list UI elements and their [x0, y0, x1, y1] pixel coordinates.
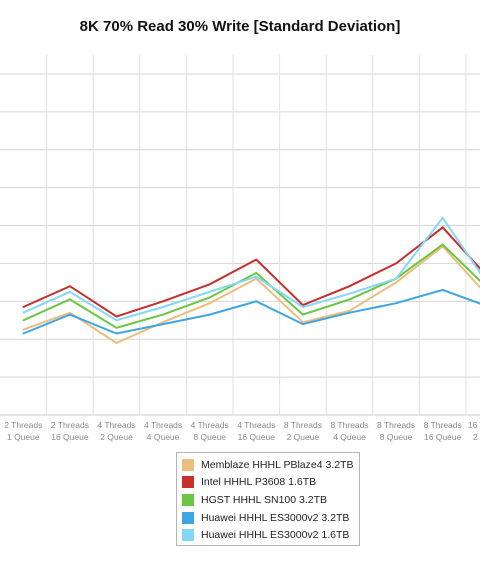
data-point-s3-3 — [115, 327, 118, 329]
x-tick-label-4: 4 Threads 4 Queue — [144, 420, 182, 442]
legend-item-5[interactable]: Huawei HHHL ES3000v2 1.6TB — [182, 526, 359, 544]
legend-label-3: HGST HHHL SN100 3.2TB — [201, 493, 328, 506]
data-point-s1-8 — [348, 309, 351, 312]
data-point-s3-6 — [255, 272, 258, 274]
legend-item-2[interactable]: Intel HHHL P3608 1.6TB — [182, 474, 359, 492]
data-point-s4-2 — [69, 313, 71, 316]
data-point-s5-2 — [69, 291, 71, 293]
data-point-s2-5 — [208, 283, 211, 286]
data-point-s4-9 — [395, 302, 397, 305]
data-point-s2-4 — [162, 300, 164, 303]
x-tick-labels: 2 Threads 1 Queue 2 Threads 16 Queue 4 Threa… — [4, 420, 480, 442]
legend-label-2: Intel HHHL P3608 1.6TB — [201, 476, 317, 489]
chart-title: 8K 70% Read 30% Write [Standard Deviatio… — [79, 18, 401, 35]
legend-label-1: Memblaze HHHL PBlaze4 3.2TB — [201, 458, 354, 471]
data-point-s5-9 — [395, 277, 397, 280]
data-point-s5-1 — [22, 311, 25, 314]
x-tick-label-7: 8 Threads 2 Queue — [284, 420, 322, 442]
data-point-s3-1 — [22, 319, 25, 322]
legend-swatch-3 — [182, 493, 194, 506]
data-point-s4-5 — [208, 313, 211, 316]
x-tick-label-1: 2 Threads 1 Queue — [4, 420, 42, 442]
series-lines — [22, 216, 480, 345]
data-point-s2-2 — [69, 285, 71, 287]
data-point-s4-6 — [255, 300, 258, 303]
legend-label-4: Huawei HHHL ES3000v2 3.2TB — [201, 511, 350, 524]
x-tick-label-8: 8 Threads 4 Queue — [330, 420, 368, 442]
legend-label-5: Huawei HHHL ES3000v2 1.6TB — [201, 529, 350, 542]
legend-item-1[interactable]: Memblaze HHHL PBlaze4 3.2TB — [182, 456, 359, 474]
x-tick-label-9: 8 Threads 8 Queue — [377, 420, 415, 442]
x-tick-label-5: 4 Threads 8 Queue — [191, 420, 229, 442]
data-point-s3-5 — [208, 296, 211, 299]
data-point-s3-2 — [69, 298, 71, 301]
legend: Memblaze HHHL PBlaze4 3.2TB Intel HHHL P3… — [176, 452, 360, 546]
data-point-s3-10 — [441, 243, 444, 246]
x-tick-label-6: 4 Threads 16 Queue — [237, 420, 275, 442]
data-point-s5-7 — [302, 306, 304, 308]
data-point-s1-2 — [69, 311, 71, 314]
data-point-s2-8 — [348, 285, 351, 287]
data-point-s2-9 — [395, 262, 397, 265]
data-point-s2-7 — [302, 304, 304, 306]
data-point-s3-4 — [162, 313, 164, 316]
data-point-s5-6 — [255, 275, 258, 278]
data-point-s1-9 — [395, 281, 397, 284]
legend-swatch-1 — [182, 458, 194, 471]
data-point-s1-5 — [208, 302, 211, 305]
x-tick-label-3: 4 Threads 2 Queue — [97, 420, 135, 442]
data-point-s1-4 — [162, 321, 164, 323]
data-point-s2-1 — [22, 306, 25, 308]
gridlines — [0, 55, 480, 416]
data-point-s4-7 — [302, 323, 304, 325]
data-point-s5-3 — [115, 319, 118, 322]
data-point-s4-8 — [348, 311, 351, 314]
line-chart: 2 Threads 1 Queue 2 Threads 16 Queue 4 Threa… — [0, 55, 480, 442]
data-point-s1-7 — [302, 321, 304, 323]
data-point-s1-3 — [115, 342, 118, 344]
series-line-5 — [22, 216, 480, 322]
data-point-s3-7 — [302, 313, 304, 316]
legend-swatch-5 — [182, 529, 194, 542]
data-point-s3-8 — [348, 298, 351, 301]
data-point-s5-10 — [441, 217, 444, 219]
data-point-s5-8 — [348, 292, 351, 295]
legend-swatch-2 — [182, 476, 194, 489]
data-point-s4-4 — [162, 323, 164, 325]
legend-item-3[interactable]: HGST HHHL SN100 3.2TB — [182, 491, 359, 509]
data-point-s4-3 — [115, 332, 118, 335]
data-point-s1-1 — [22, 328, 25, 331]
series-line-1 — [22, 245, 480, 345]
data-point-s2-10 — [441, 226, 444, 229]
x-tick-label-2: 2 Threads 16 Queue — [51, 420, 89, 442]
legend-swatch-4 — [182, 511, 194, 524]
data-point-s4-1 — [22, 332, 25, 335]
data-point-s2-3 — [115, 315, 118, 318]
data-point-s4-10 — [441, 289, 444, 291]
data-point-s5-4 — [162, 306, 164, 308]
legend-item-4[interactable]: Huawei HHHL ES3000v2 3.2TB — [182, 509, 359, 527]
x-tick-label-10: 8 Threads 16 Queue — [424, 420, 462, 442]
data-point-s5-5 — [208, 291, 211, 293]
data-point-s2-6 — [255, 258, 258, 261]
data-point-s1-6 — [255, 277, 258, 280]
